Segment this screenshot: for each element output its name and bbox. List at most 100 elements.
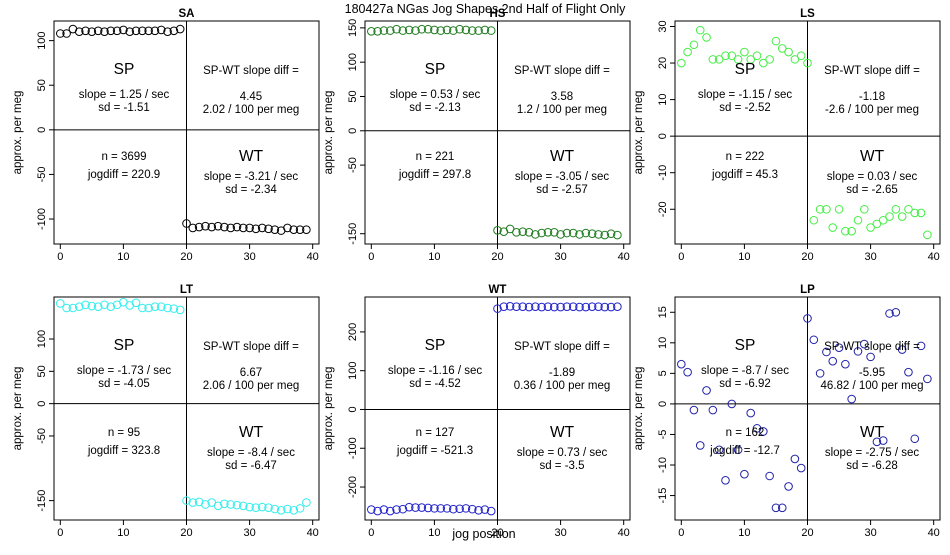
- quadrant-label-wt: WT: [550, 424, 575, 441]
- sp-sd-text: sd = -4.05: [98, 378, 149, 390]
- jogdiff-text: jogdiff = 45.3: [711, 169, 778, 181]
- x-tick-label: 20: [491, 251, 503, 263]
- data-point: [600, 230, 610, 240]
- data-point: [156, 25, 166, 35]
- x-tick-label: 10: [428, 251, 440, 263]
- data-point: [815, 369, 825, 378]
- quadrant-label-wt: WT: [860, 424, 885, 441]
- data-point: [562, 228, 572, 238]
- plot-frame: [674, 296, 941, 521]
- data-point: [727, 399, 737, 409]
- data-point: [163, 303, 172, 313]
- y-tick-label: -150: [347, 223, 359, 245]
- plot-frame: [674, 20, 941, 245]
- x-tick-label: 20: [180, 527, 192, 539]
- data-point: [866, 223, 875, 232]
- data-point: [568, 228, 578, 238]
- y-tick-label: -20: [657, 201, 669, 217]
- data-point: [455, 504, 464, 514]
- wt-slope-text: slope = -8.4 / sec: [207, 447, 295, 459]
- jogdiff-text: jogdiff = 323.8: [87, 445, 160, 457]
- sp-sd-text: sd = -2.52: [719, 102, 770, 114]
- data-point: [714, 445, 724, 455]
- data-point: [815, 204, 825, 214]
- data-point: [125, 27, 135, 37]
- data-point: [398, 504, 408, 514]
- data-point: [524, 228, 534, 237]
- y-tick-label: -50: [347, 157, 359, 173]
- data-point: [62, 29, 71, 38]
- data-point: [746, 408, 756, 418]
- y-tick-label: 0: [657, 401, 669, 407]
- slope-diff-label: SP-WT slope diff =: [203, 65, 299, 77]
- x-tick-label: 0: [57, 527, 63, 539]
- y-tick-label: 100: [347, 362, 359, 380]
- data-point: [404, 25, 414, 35]
- data-point: [138, 303, 147, 313]
- sp-slope-text: slope = -8.7 / sec: [701, 365, 789, 377]
- data-point: [226, 223, 235, 233]
- slope-diff-value: 6.67: [240, 367, 262, 379]
- data-point: [411, 26, 420, 35]
- slope-diff-label: SP-WT slope diff =: [824, 65, 920, 77]
- data-point: [289, 506, 299, 515]
- y-tick-label: -50: [36, 166, 48, 182]
- data-point: [733, 55, 743, 64]
- data-point: [213, 221, 223, 231]
- data-point: [771, 503, 781, 513]
- wt-slope-text: slope = 0.73 / sec: [517, 447, 608, 459]
- y-tick-label: 100: [347, 53, 359, 71]
- data-point: [245, 502, 254, 512]
- wt-slope-text: slope = -3.05 / sec: [515, 171, 610, 183]
- y-tick-label: 15: [657, 306, 669, 318]
- y-tick-label: -100: [347, 437, 359, 459]
- slope-diff-value: -5.95: [859, 367, 885, 379]
- data-point: [613, 302, 622, 311]
- n-text: n = 127: [416, 427, 455, 439]
- data-point: [923, 374, 932, 384]
- data-point: [493, 225, 502, 235]
- plot-frame: [364, 296, 631, 521]
- x-tick-label: 20: [801, 527, 813, 539]
- wt-slope-text: slope = 0.03 / sec: [827, 171, 918, 183]
- data-point: [834, 204, 844, 214]
- plot-frame: [53, 20, 320, 245]
- data-point: [74, 302, 84, 311]
- data-point: [499, 302, 509, 311]
- quadrant-label-sp: SP: [735, 337, 756, 354]
- data-point: [245, 223, 254, 233]
- data-point: [740, 47, 749, 57]
- x-tick-label: 30: [554, 527, 566, 539]
- slope-diff-label: SP-WT slope diff =: [824, 341, 920, 353]
- quadrant-label-sp: SP: [114, 61, 135, 78]
- data-point: [777, 503, 787, 513]
- data-point: [257, 223, 267, 233]
- data-point: [784, 482, 793, 491]
- data-point: [759, 58, 768, 68]
- data-point: [392, 505, 401, 514]
- y-tick-label: -15: [657, 488, 669, 504]
- data-point: [81, 26, 90, 36]
- n-text: n = 162: [726, 427, 765, 439]
- slope-diff-per-meg: 1.2 / 100 per meg: [517, 104, 607, 116]
- data-point: [131, 298, 141, 308]
- data-point: [897, 212, 907, 221]
- data-point: [423, 503, 433, 513]
- data-point: [733, 445, 743, 455]
- x-tick-label: 10: [738, 527, 750, 539]
- panel-title: SA: [179, 8, 195, 20]
- slope-diff-per-meg: -2.6 / 100 per meg: [825, 104, 919, 116]
- y-tick-label: -50: [36, 428, 48, 444]
- data-point: [531, 302, 540, 311]
- data-point: [276, 506, 286, 515]
- data-point: [302, 225, 311, 235]
- data-point: [201, 500, 210, 509]
- data-point: [188, 223, 198, 233]
- data-point: [841, 359, 850, 369]
- data-point: [201, 221, 210, 231]
- y-axis-label: approx. per meg: [633, 91, 645, 175]
- data-point: [537, 302, 546, 312]
- data-point: [379, 26, 389, 35]
- x-tick-label: 10: [428, 527, 440, 539]
